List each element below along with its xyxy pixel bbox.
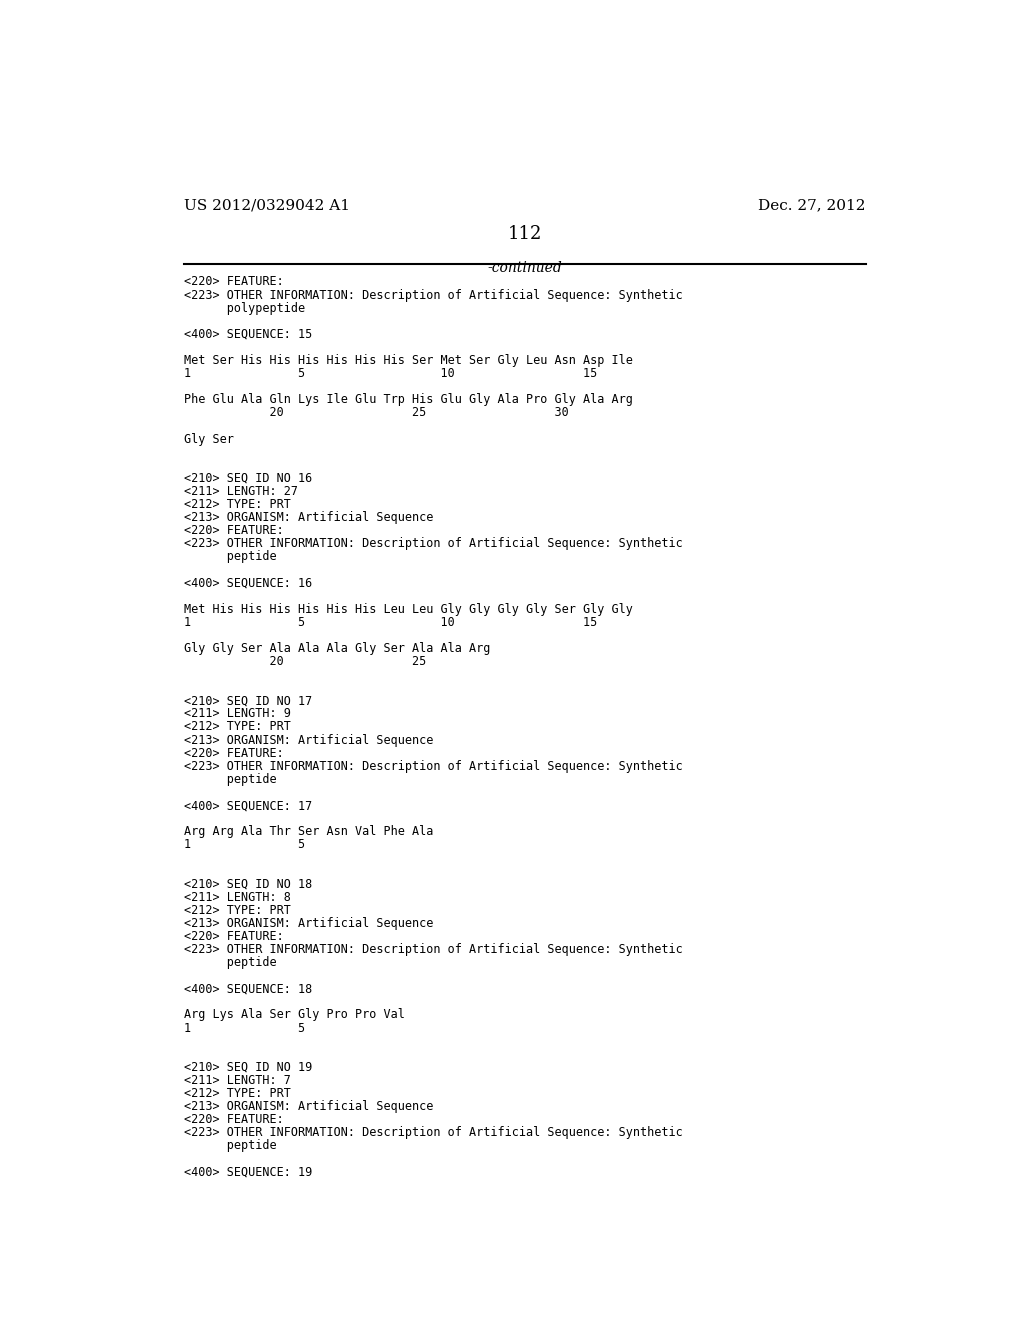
Text: <211> LENGTH: 8: <211> LENGTH: 8 [183,891,291,904]
Text: <212> TYPE: PRT: <212> TYPE: PRT [183,1088,291,1100]
Text: <210> SEQ ID NO 16: <210> SEQ ID NO 16 [183,471,312,484]
Text: <220> FEATURE:: <220> FEATURE: [183,747,284,760]
Text: 1               5                   10                  15: 1 5 10 15 [183,615,597,628]
Text: <400> SEQUENCE: 16: <400> SEQUENCE: 16 [183,577,312,590]
Text: <213> ORGANISM: Artificial Sequence: <213> ORGANISM: Artificial Sequence [183,511,433,524]
Text: <223> OTHER INFORMATION: Description of Artificial Sequence: Synthetic: <223> OTHER INFORMATION: Description of … [183,537,683,550]
Text: <212> TYPE: PRT: <212> TYPE: PRT [183,904,291,917]
Text: peptide: peptide [183,1139,276,1152]
Text: peptide: peptide [183,956,276,969]
Text: Gly Ser: Gly Ser [183,433,233,446]
Text: Arg Arg Ala Thr Ser Asn Val Phe Ala: Arg Arg Ala Thr Ser Asn Val Phe Ala [183,825,433,838]
Text: Gly Gly Ser Ala Ala Ala Gly Ser Ala Ala Arg: Gly Gly Ser Ala Ala Ala Gly Ser Ala Ala … [183,642,490,655]
Text: <210> SEQ ID NO 19: <210> SEQ ID NO 19 [183,1061,312,1074]
Text: Arg Lys Ala Ser Gly Pro Pro Val: Arg Lys Ala Ser Gly Pro Pro Val [183,1008,404,1022]
Text: <213> ORGANISM: Artificial Sequence: <213> ORGANISM: Artificial Sequence [183,917,433,929]
Text: <210> SEQ ID NO 17: <210> SEQ ID NO 17 [183,694,312,708]
Text: <212> TYPE: PRT: <212> TYPE: PRT [183,498,291,511]
Text: peptide: peptide [183,774,276,785]
Text: 20                  25                  30: 20 25 30 [183,407,568,420]
Text: <223> OTHER INFORMATION: Description of Artificial Sequence: Synthetic: <223> OTHER INFORMATION: Description of … [183,289,683,301]
Text: <211> LENGTH: 9: <211> LENGTH: 9 [183,708,291,721]
Text: <211> LENGTH: 7: <211> LENGTH: 7 [183,1074,291,1086]
Text: <400> SEQUENCE: 15: <400> SEQUENCE: 15 [183,327,312,341]
Text: <210> SEQ ID NO 18: <210> SEQ ID NO 18 [183,878,312,891]
Text: <400> SEQUENCE: 18: <400> SEQUENCE: 18 [183,982,312,995]
Text: <212> TYPE: PRT: <212> TYPE: PRT [183,721,291,734]
Text: Met His His His His His His Leu Leu Gly Gly Gly Gly Ser Gly Gly: Met His His His His His His Leu Leu Gly … [183,603,633,615]
Text: 1               5: 1 5 [183,1022,305,1035]
Text: <211> LENGTH: 27: <211> LENGTH: 27 [183,484,298,498]
Text: 1               5                   10                  15: 1 5 10 15 [183,367,597,380]
Text: Dec. 27, 2012: Dec. 27, 2012 [759,198,866,213]
Text: peptide: peptide [183,550,276,564]
Text: <220> FEATURE:: <220> FEATURE: [183,276,284,289]
Text: Met Ser His His His His His His Ser Met Ser Gly Leu Asn Asp Ile: Met Ser His His His His His His Ser Met … [183,354,633,367]
Text: <223> OTHER INFORMATION: Description of Artificial Sequence: Synthetic: <223> OTHER INFORMATION: Description of … [183,760,683,772]
Text: Phe Glu Ala Gln Lys Ile Glu Trp His Glu Gly Ala Pro Gly Ala Arg: Phe Glu Ala Gln Lys Ile Glu Trp His Glu … [183,393,633,407]
Text: <220> FEATURE:: <220> FEATURE: [183,1113,284,1126]
Text: 1               5: 1 5 [183,838,305,851]
Text: <223> OTHER INFORMATION: Description of Artificial Sequence: Synthetic: <223> OTHER INFORMATION: Description of … [183,942,683,956]
Text: <220> FEATURE:: <220> FEATURE: [183,929,284,942]
Text: 20                  25: 20 25 [183,655,426,668]
Text: <400> SEQUENCE: 17: <400> SEQUENCE: 17 [183,799,312,812]
Text: -continued: -continued [487,261,562,275]
Text: <213> ORGANISM: Artificial Sequence: <213> ORGANISM: Artificial Sequence [183,734,433,747]
Text: polypeptide: polypeptide [183,302,305,314]
Text: <223> OTHER INFORMATION: Description of Artificial Sequence: Synthetic: <223> OTHER INFORMATION: Description of … [183,1126,683,1139]
Text: <213> ORGANISM: Artificial Sequence: <213> ORGANISM: Artificial Sequence [183,1100,433,1113]
Text: 112: 112 [508,224,542,243]
Text: <400> SEQUENCE: 19: <400> SEQUENCE: 19 [183,1166,312,1179]
Text: <220> FEATURE:: <220> FEATURE: [183,524,284,537]
Text: US 2012/0329042 A1: US 2012/0329042 A1 [183,198,350,213]
